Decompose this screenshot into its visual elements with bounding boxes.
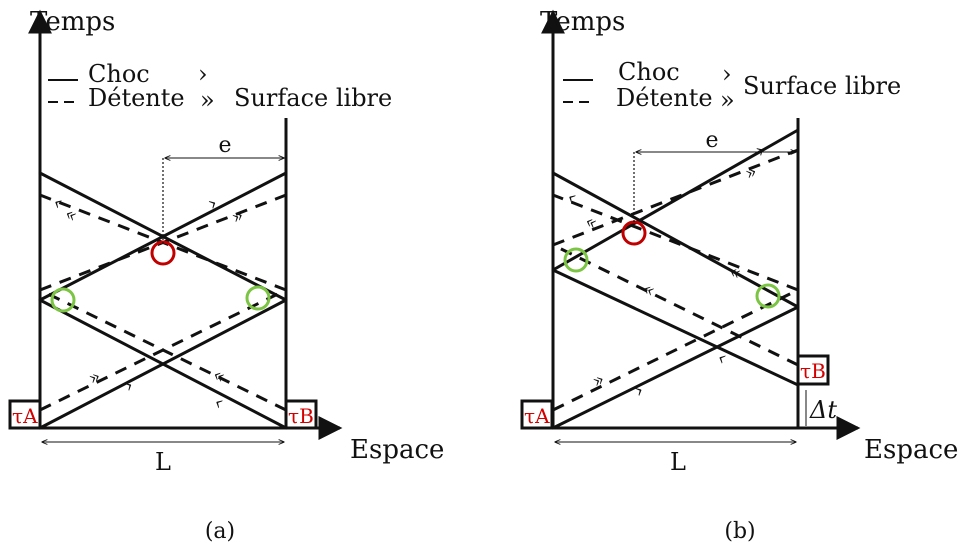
release-direction-marker: » bbox=[228, 205, 247, 229]
shock-direction-marker: › bbox=[751, 138, 770, 163]
intersection-circle-green bbox=[755, 283, 781, 309]
tau-b-box bbox=[284, 399, 318, 430]
release-line bbox=[552, 148, 799, 247]
shock-line bbox=[551, 171, 800, 309]
release-direction-marker: » bbox=[209, 365, 228, 389]
shock-line bbox=[38, 298, 288, 430]
length-label: L bbox=[155, 448, 171, 476]
legend-dashed-marker: » bbox=[720, 86, 735, 114]
shock-direction-marker: › bbox=[562, 187, 581, 212]
space-axis-label: Espace bbox=[350, 435, 444, 465]
panel-b: › › › › » » » » » e L Δt τA τB Choc › Dé… bbox=[520, 7, 958, 544]
release-direction-marker: » bbox=[582, 211, 600, 235]
tau-b-label: τB bbox=[800, 359, 826, 383]
shock-line bbox=[38, 171, 288, 302]
release-direction-marker: » bbox=[61, 204, 80, 228]
legend-solid-marker: › bbox=[198, 60, 208, 88]
shock-line bbox=[551, 305, 800, 430]
intersection-circle-red bbox=[150, 240, 176, 266]
shock-direction-marker: › bbox=[209, 392, 227, 417]
panel-caption: (b) bbox=[724, 519, 755, 544]
intersection-circle-green bbox=[50, 287, 76, 313]
time-axis-label: Temps bbox=[540, 7, 625, 37]
shock-direction-marker: › bbox=[713, 347, 730, 372]
tau-a-label: τA bbox=[12, 404, 38, 428]
intersection-circle-green bbox=[563, 247, 589, 273]
legend-dashed-label: Détente bbox=[88, 84, 185, 112]
delay-label: Δt bbox=[809, 396, 837, 424]
length-label: L bbox=[670, 448, 686, 476]
thickness-label: e bbox=[218, 133, 231, 158]
tau-b-label: τB bbox=[288, 404, 314, 428]
panel-a: › › › › » » » » e L τA τB Choc › Détente… bbox=[8, 7, 444, 544]
tau-a-box bbox=[520, 399, 554, 430]
legend-solid-label: Choc bbox=[618, 58, 680, 86]
free-surface-label: Surface libre bbox=[234, 84, 392, 112]
release-direction-marker: » bbox=[589, 369, 608, 393]
release-line bbox=[552, 243, 799, 367]
release-direction-marker: » bbox=[726, 261, 744, 285]
tau-a-box bbox=[8, 399, 42, 430]
time-axis-label: Temps bbox=[30, 7, 115, 37]
release-line bbox=[552, 288, 799, 412]
release-line bbox=[39, 288, 287, 412]
intersection-circle-green bbox=[245, 285, 271, 311]
legend-solid-label: Choc bbox=[88, 60, 150, 88]
shock-direction-marker: › bbox=[203, 190, 221, 215]
panel-caption: (a) bbox=[205, 519, 235, 544]
tau-a-label: τA bbox=[524, 404, 550, 428]
shock-line bbox=[551, 268, 800, 387]
legend-dashed-marker: » bbox=[200, 86, 215, 114]
free-surface-label: Surface libre bbox=[743, 72, 901, 100]
thickness-label: e bbox=[705, 128, 718, 153]
tau-b-box bbox=[796, 354, 830, 386]
release-line bbox=[552, 193, 799, 292]
legend-dashed-label: Détente bbox=[616, 84, 713, 112]
release-direction-marker: » bbox=[639, 279, 658, 303]
space-axis-label: Espace bbox=[864, 435, 958, 465]
legend-solid-marker: › bbox=[722, 60, 732, 88]
